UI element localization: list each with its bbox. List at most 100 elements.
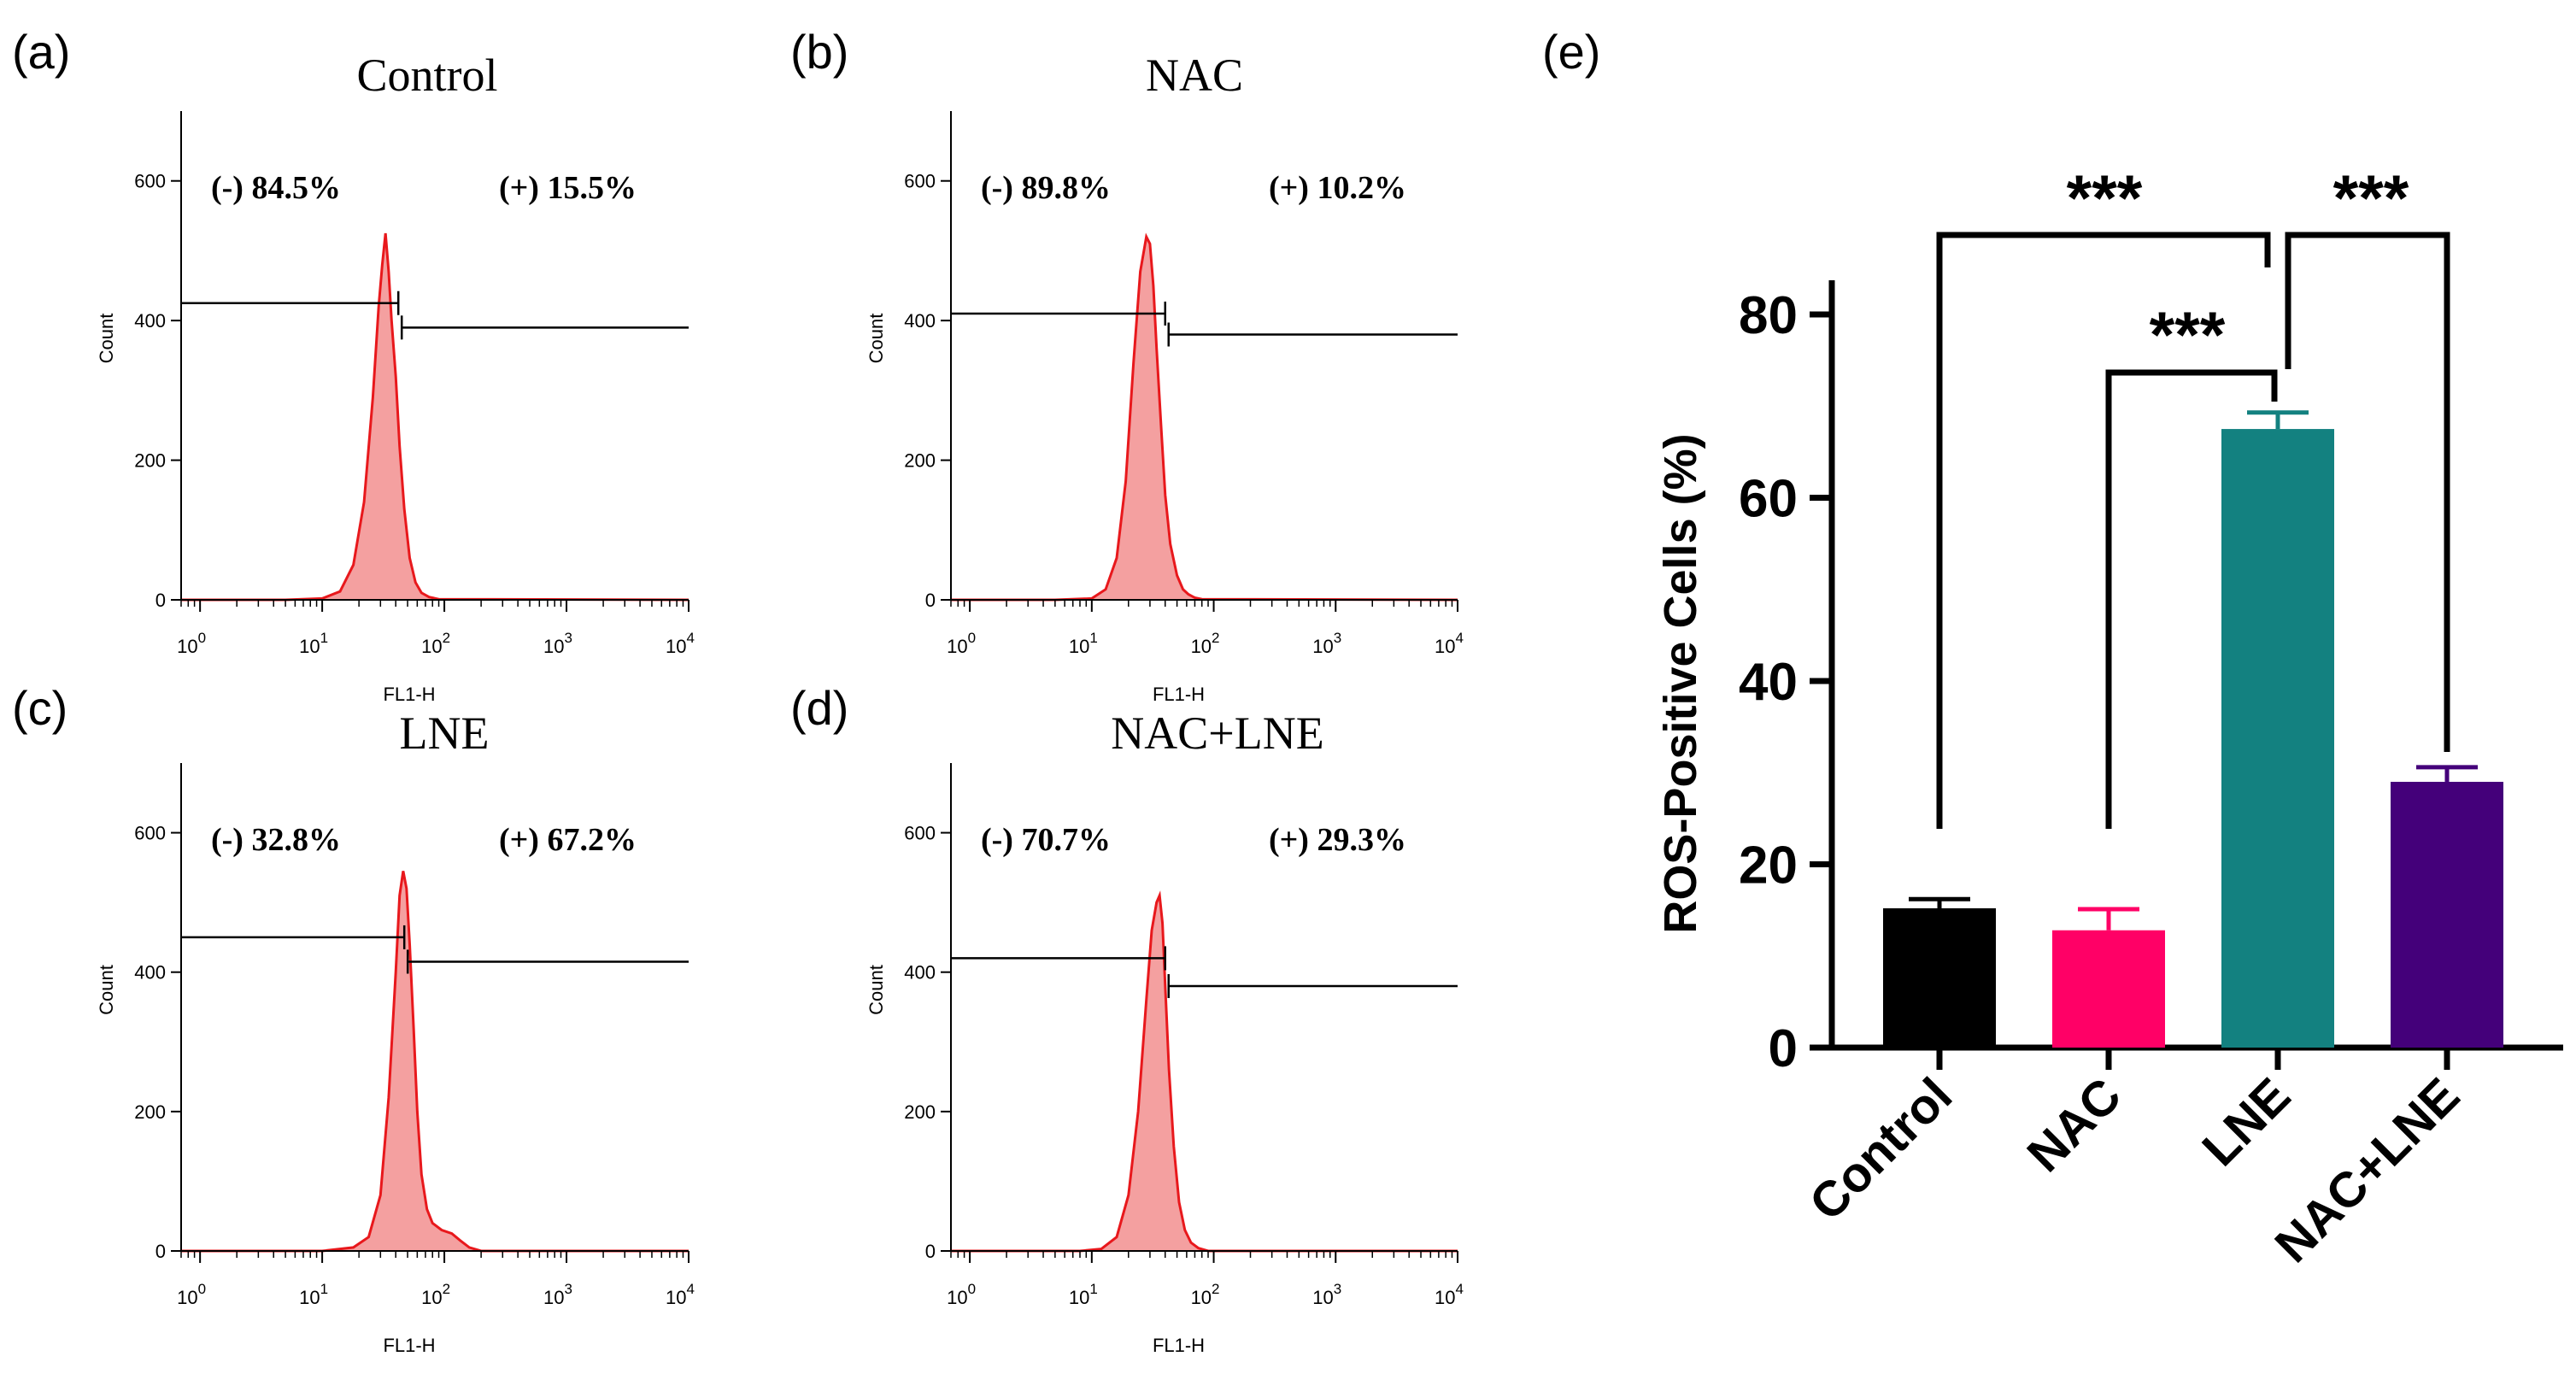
x-tick-label: 104 <box>666 630 695 657</box>
histogram-fill <box>951 237 1458 600</box>
x-tick-label: 103 <box>543 630 572 657</box>
panel-a: (a) Control 0 200 400 600 100 101 102 103 104 FL1… <box>12 25 695 705</box>
significance-bracket <box>2105 369 2278 829</box>
panel-b: (b) NAC 0 200 400 600 100 101 102 103 104 FL1-H Co… <box>790 25 1464 705</box>
y-tick-label: 600 <box>904 171 936 192</box>
x-tick-label: 102 <box>421 630 450 657</box>
y-tick-label: 0 <box>1769 1019 1798 1078</box>
chart-title: NAC <box>1146 50 1243 101</box>
y-tick-label: 400 <box>904 962 936 984</box>
x-tick-label: 101 <box>299 1281 328 1308</box>
category-label: Control <box>1799 1067 1963 1231</box>
x-tick-label: 103 <box>1312 630 1341 657</box>
x-tick-label: 101 <box>1069 630 1098 657</box>
y-tick-label: 200 <box>134 1101 166 1123</box>
significance-bracket <box>2285 232 2450 752</box>
histogram-fill <box>951 895 1458 1251</box>
y-axis-label: ROS-Positive Cells (%) <box>1655 433 1706 933</box>
x-axis-label: FL1-H <box>1153 684 1205 705</box>
y-tick-label: 20 <box>1739 837 1798 895</box>
histogram-plot: 0 200 400 600 100 101 102 103 104 FL1-H Count (-) 7… <box>866 763 1464 1356</box>
x-tick-label: 101 <box>299 630 328 657</box>
histogram-line <box>951 890 1458 1253</box>
histogram-fill <box>181 871 689 1251</box>
x-axis-label: FL1-H <box>1153 1335 1205 1356</box>
histogram-line <box>951 232 1458 602</box>
chart-title: NAC+LNE <box>1111 708 1323 759</box>
y-tick-label: 0 <box>925 1241 936 1262</box>
x-tick-label: 104 <box>666 1281 695 1308</box>
y-tick-label: 400 <box>134 962 166 984</box>
x-tick-label: 101 <box>1069 1281 1098 1308</box>
chart-title: LNE <box>400 708 490 759</box>
x-tick-label: 104 <box>1435 630 1464 657</box>
y-tick-label: 600 <box>134 171 166 192</box>
y-tick-label: 400 <box>134 310 166 332</box>
gate-positive-label: (+) 67.2% <box>499 822 637 858</box>
x-axis-label: FL1-H <box>383 1335 435 1356</box>
gate-negative-label: (-) 84.5% <box>211 170 341 206</box>
histogram-line <box>181 871 689 1253</box>
gate-positive-label: (+) 15.5% <box>499 170 637 206</box>
gate-negative-label: (-) 70.7% <box>981 822 1111 858</box>
y-tick-label: 0 <box>155 1241 166 1262</box>
histogram-plot: 0 200 400 600 100 101 102 103 104 FL1-H Count (-) 8… <box>96 111 695 705</box>
x-tick-label: 102 <box>421 1281 450 1308</box>
category-label: NAC <box>2016 1067 2132 1183</box>
y-tick-label: 80 <box>1739 286 1798 345</box>
y-tick-label: 60 <box>1739 470 1798 529</box>
histogram-line <box>181 232 689 602</box>
gate-negative-label: (-) 32.8% <box>211 822 341 858</box>
category-label: LNE <box>2192 1067 2301 1177</box>
panel-e: (e) ROS-Positive Cells (%) 0 20 40 60 80 Cont… <box>1542 25 2563 1273</box>
bar <box>2221 429 2334 1048</box>
significance-label: *** <box>2067 162 2143 235</box>
x-tick-label: 103 <box>1312 1281 1341 1308</box>
significance-label: *** <box>2150 299 2226 372</box>
panel-letter: (a) <box>12 25 70 79</box>
y-tick-label: 400 <box>904 310 936 332</box>
significance-label: *** <box>2333 162 2409 235</box>
bar <box>1883 907 1996 1048</box>
y-tick-label: 0 <box>155 590 166 611</box>
panel-letter: (d) <box>790 681 848 735</box>
gate-positive-label: (+) 10.2% <box>1269 170 1406 206</box>
chart-title: Control <box>356 50 497 101</box>
panel-letter: (b) <box>790 25 848 79</box>
y-axis-label: Count <box>96 314 117 364</box>
x-tick-label: 100 <box>947 1281 976 1308</box>
x-tick-label: 102 <box>1191 630 1220 657</box>
x-tick-label: 104 <box>1435 1281 1464 1308</box>
panel-letter: (e) <box>1542 25 1600 79</box>
y-tick-label: 200 <box>904 450 936 472</box>
panel-letter: (c) <box>12 681 67 735</box>
x-tick-label: 100 <box>947 630 976 657</box>
histogram-fill <box>181 233 689 600</box>
y-tick-label: 40 <box>1739 653 1798 712</box>
y-axis-label: Count <box>866 314 887 364</box>
histogram-plot: 0 200 400 600 100 101 102 103 104 FL1-H Count (-) 3… <box>96 763 695 1356</box>
panel-d: (d) NAC+LNE 0 200 400 600 100 101 102 103 104 FL1… <box>790 681 1464 1356</box>
category-label: NAC+LNE <box>2264 1067 2470 1273</box>
y-tick-label: 600 <box>904 823 936 844</box>
gate-positive-label: (+) 29.3% <box>1269 822 1406 858</box>
bar <box>2391 781 2503 1048</box>
gate-negative-label: (-) 89.8% <box>981 170 1111 206</box>
bar <box>2052 930 2165 1048</box>
y-axis-label: Count <box>96 965 117 1015</box>
y-tick-label: 600 <box>134 823 166 844</box>
x-tick-label: 100 <box>177 1281 206 1308</box>
histogram-plot: 0 200 400 600 100 101 102 103 104 FL1-H Count (-) 8… <box>866 111 1464 705</box>
significance-bracket <box>1936 232 2271 829</box>
x-tick-label: 100 <box>177 630 206 657</box>
y-axis-label: Count <box>866 965 887 1015</box>
x-tick-label: 103 <box>543 1281 572 1308</box>
x-axis-label: FL1-H <box>383 684 435 705</box>
y-tick-label: 0 <box>925 590 936 611</box>
x-tick-label: 102 <box>1191 1281 1220 1308</box>
panel-c: (c) LNE 0 200 400 600 100 101 102 103 104 FL1-H Co… <box>12 681 695 1356</box>
y-tick-label: 200 <box>904 1101 936 1123</box>
y-tick-label: 200 <box>134 450 166 472</box>
